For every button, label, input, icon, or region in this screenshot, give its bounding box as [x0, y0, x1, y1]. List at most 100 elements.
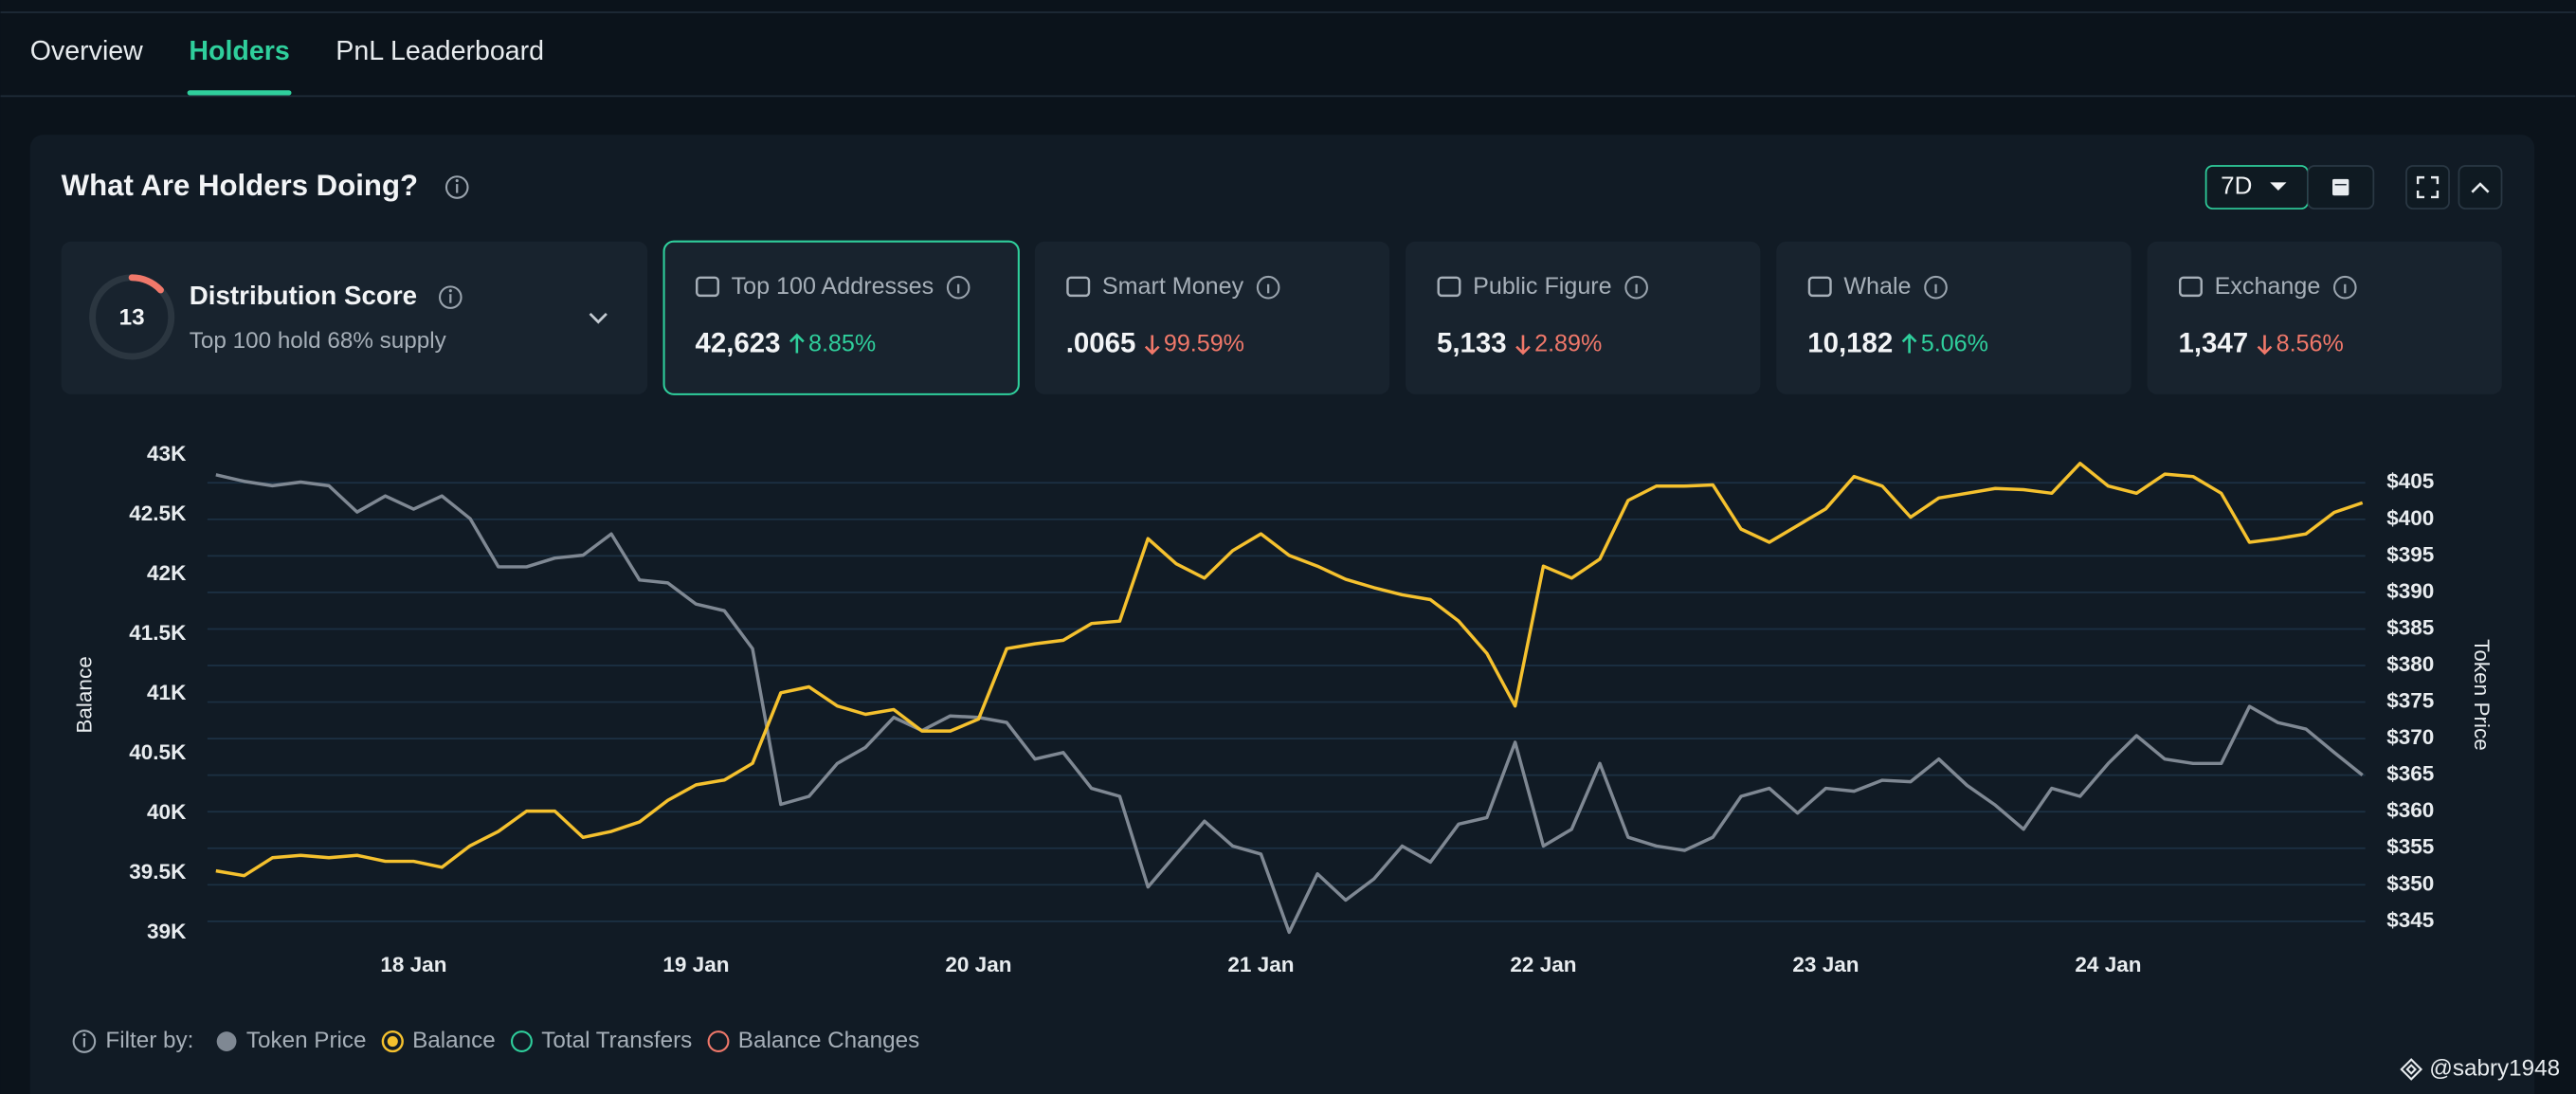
metric-info [1256, 275, 1280, 300]
fullscreen-icon [2416, 175, 2440, 199]
y2-tick-label: $405 [2386, 469, 2434, 493]
metric-change: 2.89% [1534, 331, 1602, 357]
y2-axis-title: Token Price [2470, 639, 2494, 751]
y2-tick-label: $395 [2386, 542, 2434, 566]
y2-tick-label: $385 [2386, 615, 2434, 639]
y2-tick-label: $390 [2386, 579, 2434, 603]
metric-card[interactable] [1776, 241, 2132, 394]
metric-value: .0065 [1066, 328, 1136, 359]
x-tick-label: 23 Jan [1792, 953, 1859, 976]
x-tick-label: 20 Jan [945, 953, 1011, 976]
filter-label: Filter by: [105, 1028, 193, 1053]
metric-value: 42,623 [695, 328, 780, 359]
filter-item[interactable]: Balance [412, 1028, 496, 1053]
metric-arrow [1144, 335, 1160, 356]
metric-card[interactable] [1034, 241, 1390, 394]
filter-dot[interactable] [707, 1030, 730, 1052]
y2-tick-label: $380 [2386, 652, 2434, 676]
filter-info [72, 1030, 97, 1053]
y-tick-label: 41.5K [129, 621, 187, 645]
series-line [215, 462, 2364, 878]
x-tick-label: 22 Jan [1510, 953, 1576, 976]
panel-title-info [444, 175, 469, 199]
metric-change: 8.85% [808, 331, 876, 357]
watermark: @sabry1948 [2429, 1055, 2560, 1081]
metric-icon [696, 276, 719, 298]
metric-info [1924, 275, 1948, 300]
metric-arrow [1901, 333, 1917, 354]
y2-tick-label: $365 [2386, 762, 2434, 786]
y2-tick-label: $345 [2386, 908, 2434, 932]
collapse-icon [2471, 182, 2490, 193]
y2-tick-label: $370 [2386, 725, 2434, 749]
period-label[interactable]: 7D [2221, 171, 2252, 199]
watermark-icon [2400, 1058, 2423, 1081]
tab[interactable]: PnL Leaderboard [336, 36, 544, 66]
metric-arrow [1515, 335, 1531, 356]
filter-item[interactable]: Token Price [246, 1028, 367, 1053]
metric-icon [1807, 276, 1832, 298]
y2-tick-label: $350 [2386, 871, 2434, 895]
filter-dot[interactable] [511, 1030, 533, 1052]
metric-card[interactable] [1406, 241, 1761, 394]
metric-arrow [789, 333, 805, 354]
y-tick-label: 39.5K [129, 860, 187, 884]
distribution-subtitle: Top 100 hold 68% supply [190, 328, 447, 354]
y2-tick-label: $375 [2386, 689, 2434, 713]
y-tick-label: 39K [147, 920, 187, 943]
y-tick-label: 42.5K [129, 501, 187, 525]
metric-label: Exchange [2215, 273, 2321, 300]
metric-label: Whale [1843, 273, 1911, 300]
x-tick-label: 18 Jan [380, 953, 446, 976]
metric-label: Public Figure [1473, 273, 1612, 300]
y-tick-label: 41K [147, 681, 187, 704]
y-axis-title: Balance [73, 656, 97, 733]
metric-value: 10,182 [1807, 328, 1893, 359]
y2-tick-label: $360 [2386, 798, 2434, 822]
metric-icon [1437, 276, 1461, 298]
y2-tick-label: $355 [2386, 835, 2434, 859]
y-tick-label: 40K [147, 800, 187, 824]
distribution-label: Distribution Score [190, 281, 417, 310]
distribution-info [439, 285, 463, 309]
metric-info [2332, 275, 2357, 300]
panel-title: What Are Holders Doing? [62, 169, 418, 202]
period-caret [2270, 182, 2287, 191]
x-tick-label: 21 Jan [1227, 953, 1294, 976]
metric-label: Top 100 Addresses [732, 273, 934, 300]
filter-dot[interactable] [381, 1030, 404, 1053]
calendar-icon [2332, 178, 2349, 196]
y-tick-label: 43K [147, 442, 187, 465]
metric-change: 99.59% [1164, 331, 1244, 357]
tab[interactable]: Holders [189, 36, 289, 66]
metric-change: 8.56% [2277, 331, 2344, 357]
y-tick-label: 42K [147, 561, 187, 585]
metric-change: 5.06% [1921, 331, 1988, 357]
metric-info [946, 275, 971, 300]
metric-value: 1,347 [2178, 328, 2248, 359]
filter-item[interactable]: Total Transfers [541, 1028, 692, 1053]
y2-tick-label: $400 [2386, 506, 2434, 530]
distribution-chevron[interactable] [589, 312, 608, 324]
distribution-card[interactable] [61, 241, 648, 394]
metric-icon [2179, 276, 2203, 298]
metric-card[interactable] [2147, 241, 2502, 394]
filter-dot[interactable] [216, 1031, 237, 1051]
filter-item[interactable]: Balance Changes [738, 1028, 919, 1053]
filter-dot-inner [387, 1036, 398, 1048]
tab[interactable]: Overview [30, 36, 143, 66]
score-value: 13 [119, 305, 145, 331]
metric-label: Smart Money [1102, 273, 1244, 300]
metric-icon [1066, 276, 1091, 298]
x-tick-label: 19 Jan [662, 953, 729, 976]
tab-underline [187, 90, 292, 96]
series-line [215, 473, 2364, 935]
metric-arrow [2257, 335, 2273, 356]
metric-card[interactable] [662, 240, 1020, 395]
x-tick-label: 24 Jan [2075, 953, 2141, 976]
y-tick-label: 40.5K [129, 740, 187, 764]
metric-info [1624, 275, 1648, 300]
collapse-button[interactable] [2458, 165, 2503, 210]
fullscreen-button[interactable] [2405, 165, 2450, 210]
